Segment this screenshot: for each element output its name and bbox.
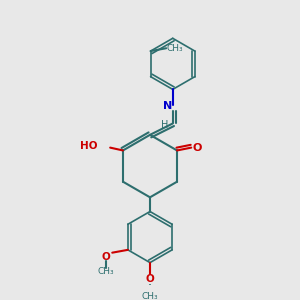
Text: O: O [102, 252, 110, 262]
Text: CH₃: CH₃ [167, 44, 184, 53]
Text: N: N [163, 101, 172, 111]
Text: O: O [146, 274, 154, 284]
Text: CH₃: CH₃ [142, 292, 158, 300]
Text: O: O [193, 142, 202, 153]
Text: H: H [161, 120, 169, 130]
Text: CH₃: CH₃ [98, 268, 114, 277]
Text: HO: HO [80, 141, 98, 151]
